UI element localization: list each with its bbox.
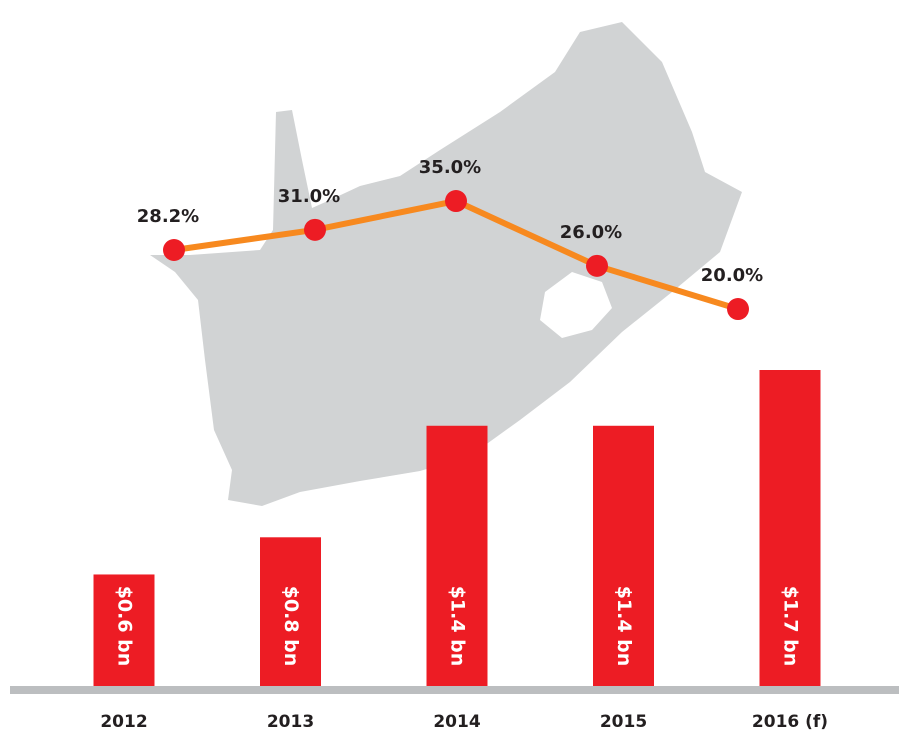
bar-label: $0.6 bn (114, 586, 136, 667)
x-tick-label: 2012 (100, 712, 147, 732)
bar-label: $1.4 bn (447, 586, 469, 667)
x-tick-label: 2014 (433, 712, 480, 732)
line-label: 31.0% (278, 186, 340, 207)
x-tick-label: 2016 (f) (752, 712, 828, 732)
bar (260, 537, 321, 686)
bar-label: $1.4 bn (613, 586, 635, 667)
x-tick-label: 2015 (600, 712, 647, 732)
bar-label: $1.7 bn (780, 586, 802, 667)
line-label: 26.0% (560, 222, 622, 243)
x-tick-label: 2013 (267, 712, 314, 732)
map-background (150, 22, 742, 506)
line-marker (304, 218, 326, 241)
line-marker (163, 239, 185, 261)
line-label: 20.0% (701, 265, 763, 286)
line-label: 28.2% (137, 206, 199, 227)
line-label: 35.0% (419, 157, 481, 178)
bar-label: $0.8 bn (280, 586, 302, 667)
line-marker (445, 190, 467, 213)
bar (759, 370, 821, 686)
bar (93, 574, 155, 686)
line-marker (727, 298, 749, 321)
baseline (10, 686, 899, 694)
bar (593, 425, 654, 686)
line-marker (586, 254, 608, 277)
bar (426, 425, 488, 686)
